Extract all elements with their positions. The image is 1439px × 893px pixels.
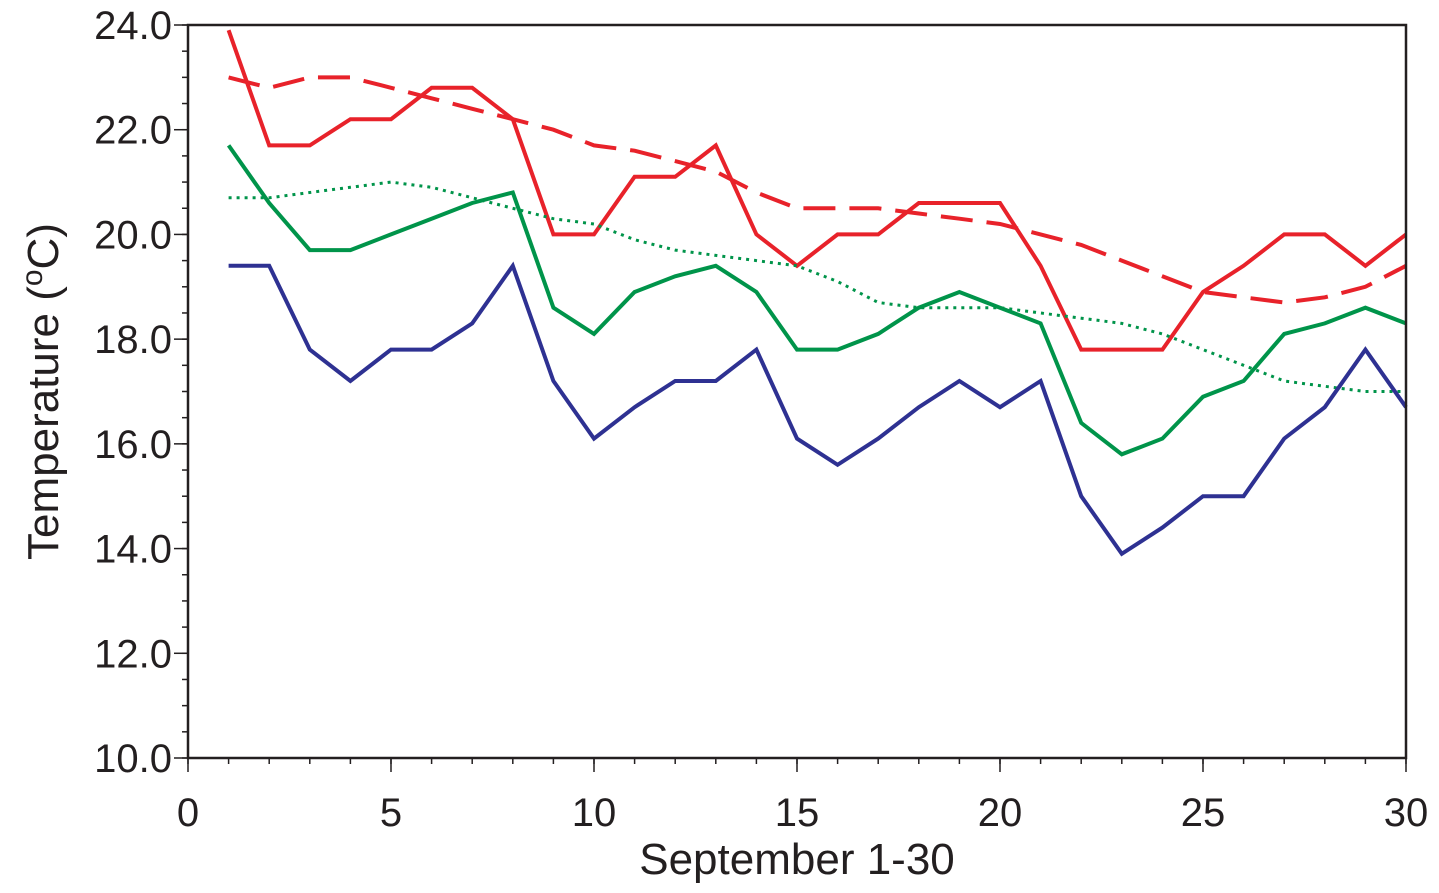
- y-tick-label: 12.0: [94, 632, 172, 676]
- series-line: [228, 180, 1406, 393]
- series-lines: [226, 29, 1408, 557]
- x-tick-label: 20: [978, 791, 1023, 835]
- minor-ticks: [182, 24, 1407, 764]
- plot-frame: [186, 23, 1408, 760]
- series-line: [226, 144, 1407, 457]
- x-tick-labels: 0 5 10 15 20 25 30: [177, 791, 1428, 835]
- series-line: [226, 29, 1408, 352]
- x-tick-label: 30: [1384, 791, 1429, 835]
- y-tick-label: 18.0: [94, 318, 172, 362]
- x-tick-label: 15: [775, 791, 820, 835]
- series-line: [228, 75, 1407, 305]
- y-tick-label: 22.0: [94, 109, 172, 153]
- y-tick-label: 24.0: [94, 4, 172, 48]
- series-line: [228, 261, 1408, 557]
- y-tick-label: 10.0: [94, 737, 172, 781]
- y-axis-title-suffix: C): [19, 223, 68, 269]
- y-axis-title-superscript: o: [16, 269, 49, 286]
- y-tick-label: 16.0: [94, 423, 172, 467]
- major-ticks: [174, 24, 1407, 772]
- x-tick-label: 10: [572, 791, 617, 835]
- y-tick-label: 14.0: [94, 528, 172, 572]
- x-tick-label: 0: [177, 791, 199, 835]
- x-tick-label: 5: [380, 791, 402, 835]
- x-tick-label: 25: [1181, 791, 1226, 835]
- y-tick-label: 20.0: [94, 213, 172, 257]
- y-axis-title-prefix: Temperature (: [19, 286, 68, 560]
- y-tick-labels: 10.0 12.0 14.0 16.0 18.0 20.0 22.0 24.0: [94, 4, 172, 781]
- x-axis-title: September 1-30: [639, 835, 955, 884]
- y-axis-title: Temperature (oC): [16, 223, 69, 560]
